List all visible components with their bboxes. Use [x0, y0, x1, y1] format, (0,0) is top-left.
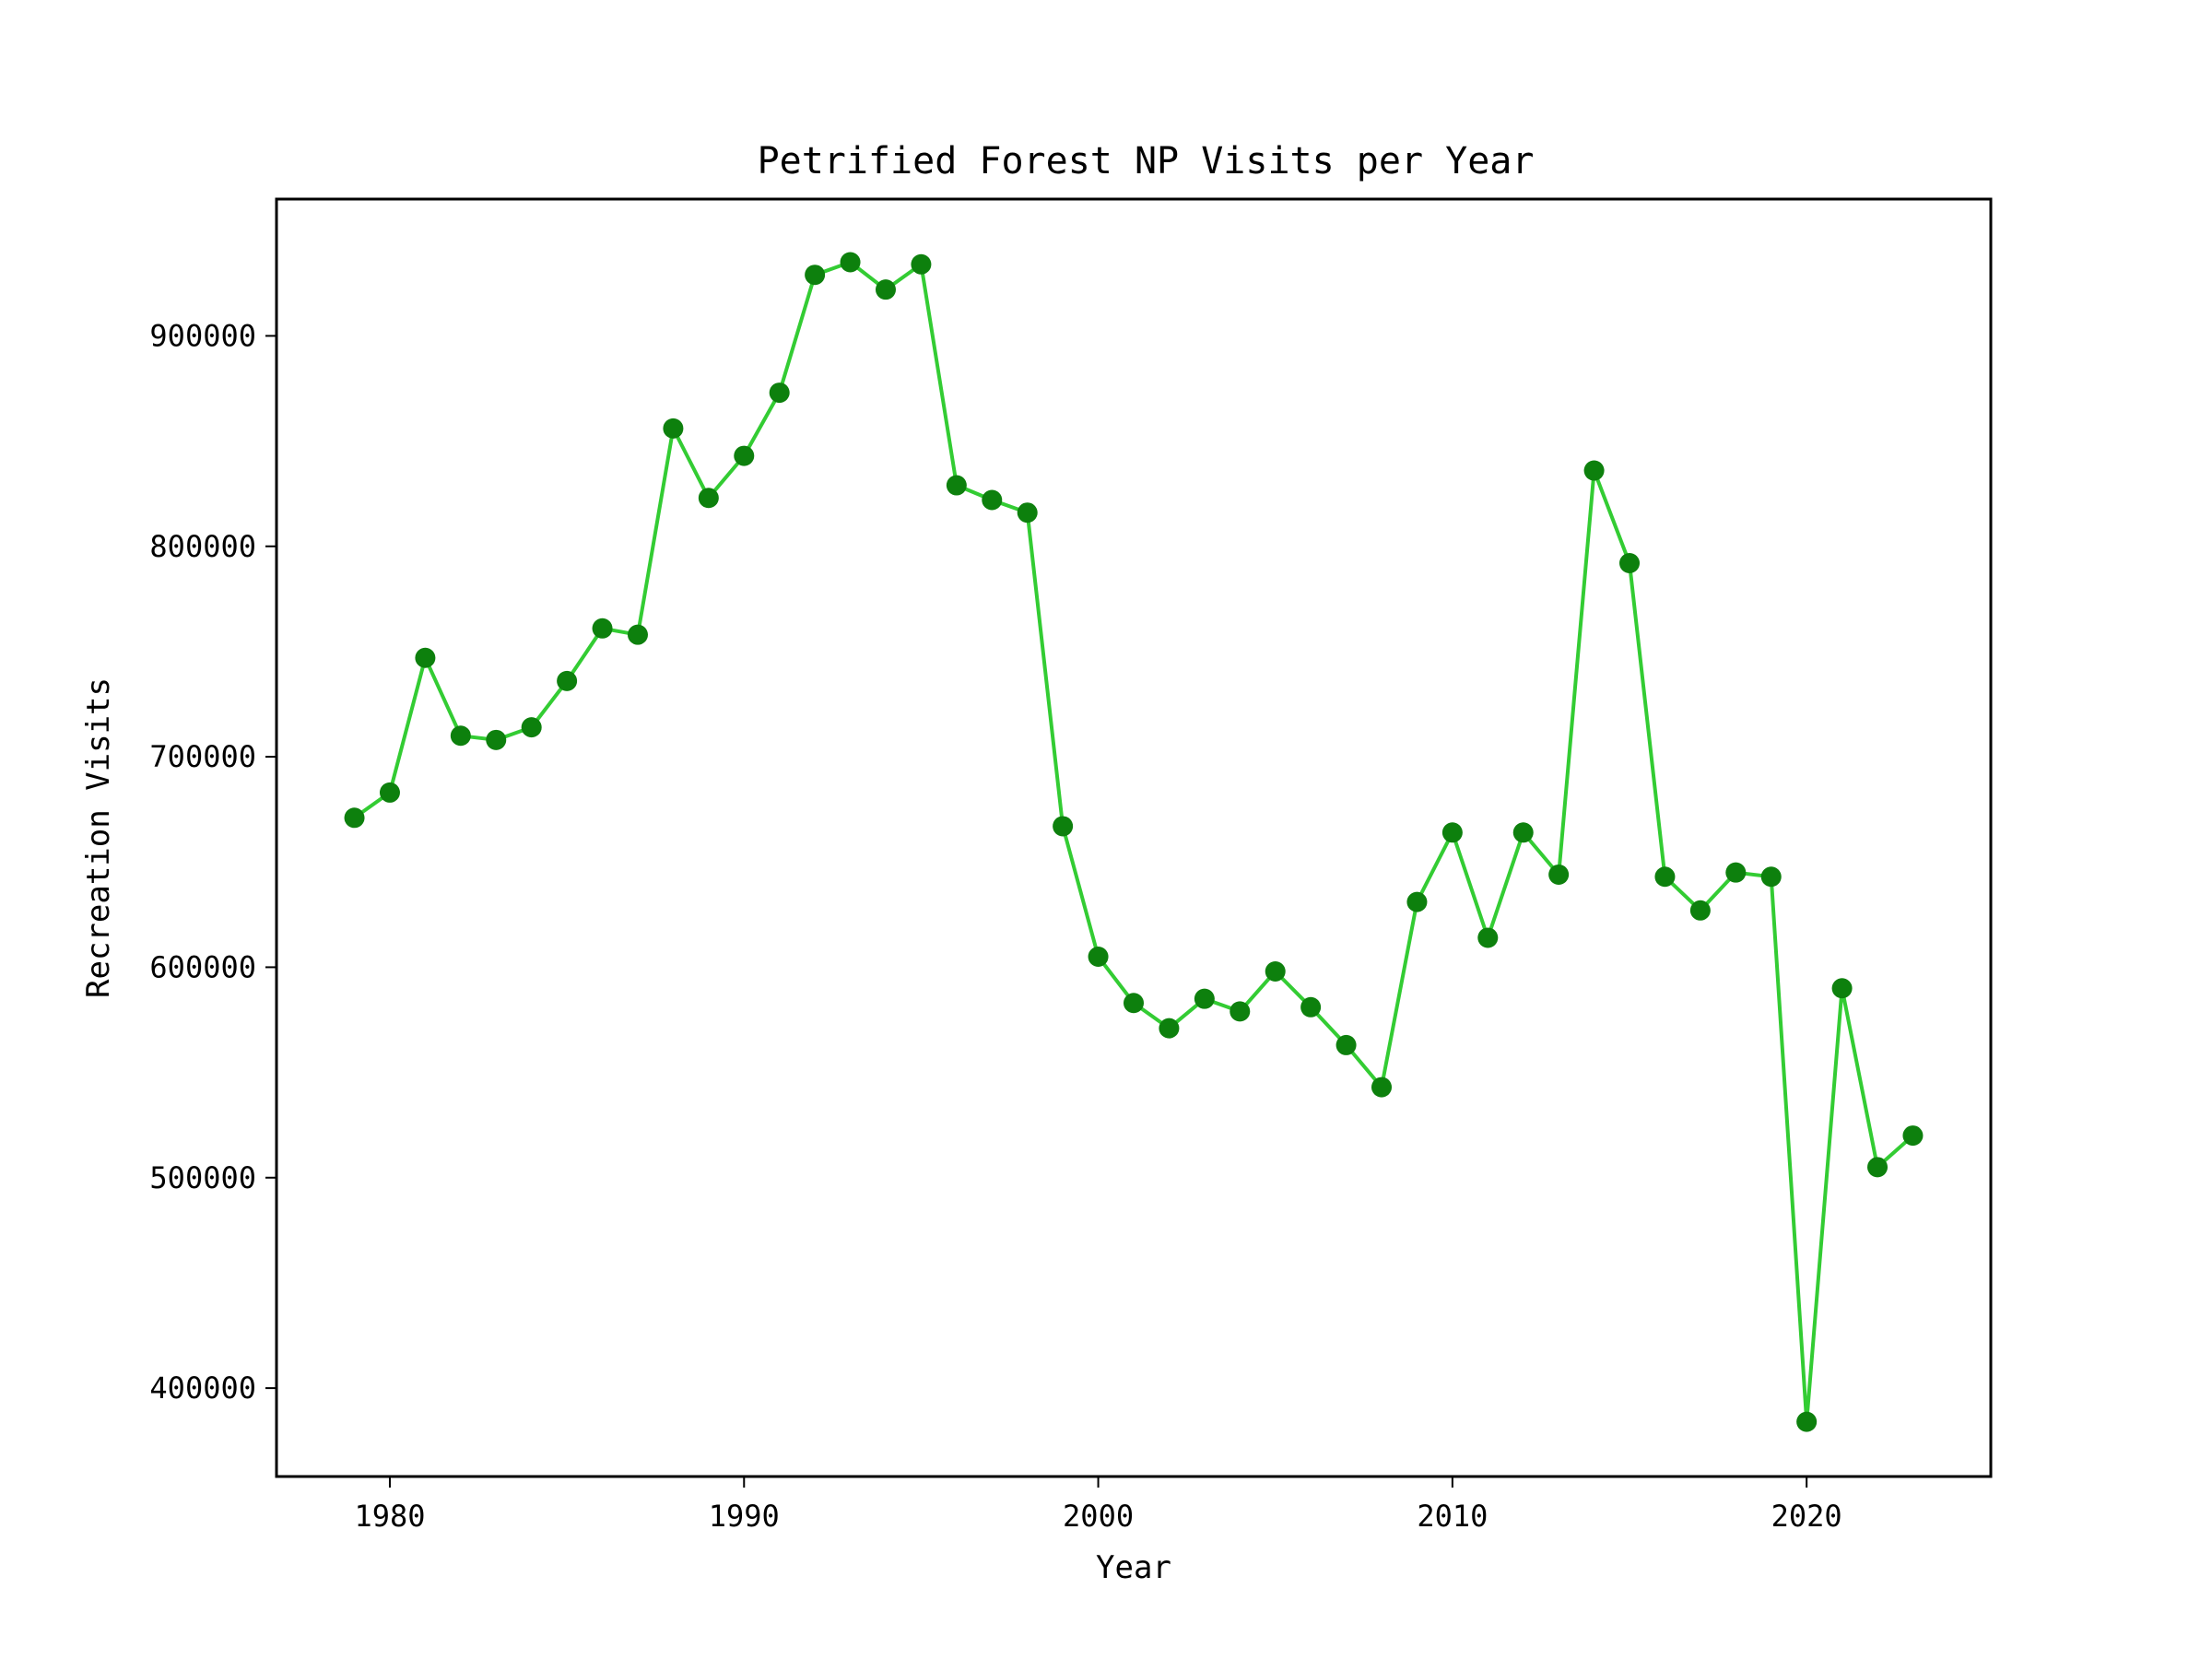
plot-area-frame	[275, 197, 1993, 1478]
data-point	[1902, 1125, 1924, 1147]
y-tick-label: 400000	[149, 1371, 256, 1406]
data-point	[982, 489, 1003, 511]
data-point	[1088, 947, 1109, 968]
data-point	[734, 445, 755, 466]
data-point	[379, 782, 400, 803]
y-tick-label: 700000	[149, 739, 256, 774]
data-point	[1335, 1034, 1357, 1055]
y-tick-label: 500000	[149, 1160, 256, 1195]
data-point	[486, 729, 507, 750]
data-point	[1619, 553, 1641, 574]
data-point	[1406, 891, 1428, 912]
data-point	[1371, 1077, 1393, 1098]
data-point	[698, 488, 719, 509]
x-tick-label: 2020	[1771, 1499, 1842, 1534]
data-point	[1265, 960, 1286, 982]
y-tick-label: 800000	[149, 529, 256, 564]
x-axis: 1980 1990 2000 2010 2020	[354, 1477, 1842, 1534]
data-point	[1017, 502, 1038, 524]
data-point	[592, 618, 613, 639]
data-point	[1477, 927, 1499, 948]
data-point	[663, 418, 684, 439]
data-point	[840, 252, 861, 273]
x-tick-label: 1990	[709, 1499, 780, 1534]
data-point	[769, 382, 790, 404]
data-point	[1867, 1157, 1888, 1178]
data-point	[1159, 1018, 1180, 1039]
series-layer	[344, 252, 1924, 1432]
data-point	[627, 624, 648, 645]
x-tick-label: 1980	[354, 1499, 425, 1534]
data-point	[1654, 866, 1676, 888]
data-point	[805, 265, 826, 286]
data-point	[557, 670, 578, 691]
data-point	[875, 279, 896, 300]
y-tick-label: 900000	[149, 318, 256, 353]
y-axis: 400000 500000 600000 700000 800000 900000	[149, 318, 276, 1406]
data-point	[1512, 822, 1534, 843]
data-point	[1725, 862, 1747, 883]
data-point	[1230, 1001, 1251, 1022]
chart-title: Petrified Forest NP Visits per Year	[758, 140, 1535, 182]
data-point	[1583, 460, 1605, 481]
data-point	[450, 725, 471, 747]
y-tick-label: 600000	[149, 949, 256, 984]
data-point	[946, 475, 967, 496]
data-point	[1053, 816, 1074, 837]
x-tick-label: 2010	[1417, 1499, 1488, 1534]
data-point	[415, 647, 436, 668]
data-point	[344, 807, 365, 829]
y-axis-label: Recreation Visits	[80, 677, 117, 998]
data-point	[1796, 1411, 1818, 1432]
data-point	[1689, 900, 1711, 921]
data-point	[1760, 866, 1782, 888]
data-point	[1831, 978, 1853, 999]
data-point	[1124, 993, 1144, 1014]
series-line	[353, 260, 1914, 1424]
data-point	[1548, 864, 1570, 885]
x-tick-label: 2000	[1063, 1499, 1134, 1534]
data-point	[911, 253, 932, 275]
x-axis-label: Year	[1096, 1549, 1171, 1586]
data-point	[521, 717, 542, 738]
data-point	[1300, 996, 1322, 1018]
data-point	[1441, 822, 1463, 843]
data-point	[1194, 988, 1215, 1009]
